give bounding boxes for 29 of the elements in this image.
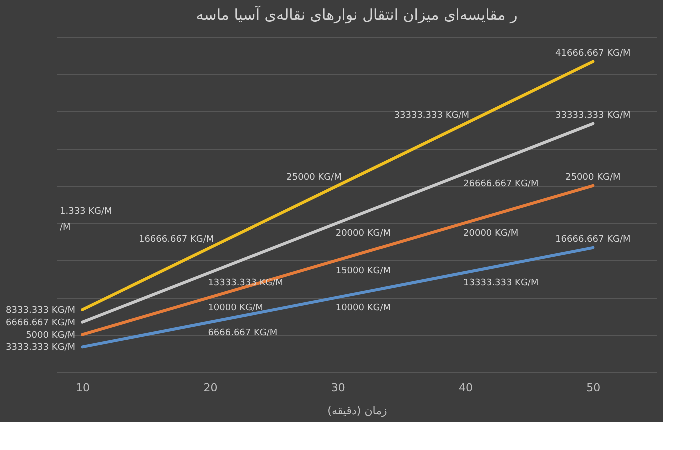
data-label: 13333.333 KG/M xyxy=(464,278,539,289)
x-tick-label: 40 xyxy=(459,382,474,394)
data-label: 20000 KG/M xyxy=(336,229,392,240)
data-label: 13333.333 KG/M xyxy=(208,278,284,289)
data-label: 16666.667 KG/M xyxy=(556,234,631,245)
x-axis-title: زمان (دقیقه) xyxy=(328,404,388,418)
data-label: 10000 KG/M xyxy=(336,304,392,314)
data-label: 15000 KG/M xyxy=(336,266,392,276)
data-label: 20000 KG/M xyxy=(464,229,519,240)
x-tick-label: 20 xyxy=(204,382,218,394)
data-label: 33333.333 KG/M xyxy=(556,110,631,121)
data-label: 41666.667 KG/M xyxy=(556,48,631,59)
annotation: /M xyxy=(60,223,71,234)
x-tick-label: 30 xyxy=(331,382,346,394)
data-label: 6666.667 KG/M xyxy=(208,328,278,338)
data-label: 3333.333 KG/M xyxy=(6,343,76,354)
data-label: 26666.667 KG/M xyxy=(464,179,539,190)
data-label: 8333.333 KG/M xyxy=(6,306,76,316)
annotation: 1.333 KG/M xyxy=(60,207,112,218)
data-label: 10000 KG/M xyxy=(208,304,264,314)
data-label: 6666.667 KG/M xyxy=(6,318,76,328)
data-label: 5000 KG/M xyxy=(26,330,76,341)
x-tick-label: 10 xyxy=(76,382,90,394)
x-tick-label: 50 xyxy=(586,382,601,394)
data-label: 33333.333 KG/M xyxy=(394,110,470,121)
data-label: 25000 KG/M xyxy=(286,172,342,183)
data-label: 25000 KG/M xyxy=(566,172,621,183)
chart-title: ر مقایسه‌ای میزان انتقال نوارهای نقاله‌ی آسیا ماسه xyxy=(196,5,518,24)
data-label: 16666.667 KG/M xyxy=(138,234,214,245)
